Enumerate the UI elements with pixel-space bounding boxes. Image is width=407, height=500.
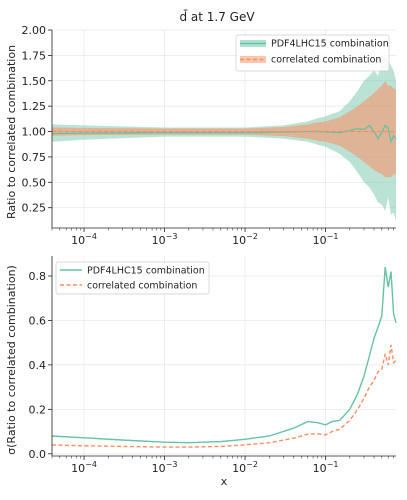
bottom-x-tick-label: 10−2	[232, 460, 258, 475]
top-x-tick-label: 10−3	[152, 232, 178, 247]
bottom-legend-frame	[55, 261, 210, 295]
bottom-y-axis-label: σ(Ratio to correlated combination)	[5, 265, 18, 455]
top-y-tick-label: 1.50	[22, 75, 47, 88]
bottom-lines	[51, 266, 397, 448]
top-y-tick-label: 1.00	[22, 126, 47, 139]
top-x-tick-label: 10−2	[232, 232, 258, 247]
top-y-tick-label: 1.25	[22, 100, 47, 113]
bottom-x-ticks: 10−4 10−3 10−2 10−1	[51, 456, 394, 475]
chart-title: d̄ at 1.7 GeV	[179, 10, 255, 24]
bottom-panel: 0.0 0.2 0.4 0.6 0.8 10−4 10−3 10−2 10−1 σ(Ratio…	[5, 256, 397, 488]
top-x-tick-label: 10−4	[71, 232, 97, 247]
bottom-x-tick-label: 10−3	[152, 460, 178, 475]
bottom-legend-label-correlated: correlated combination	[87, 281, 197, 292]
top-legend-frame	[235, 34, 390, 72]
top-lines	[51, 124, 397, 144]
bottom-x-tick-label: 10−4	[71, 460, 97, 475]
top-y-tick-label: 2.00	[22, 24, 47, 37]
bottom-y-tick-label: 0.0	[29, 448, 47, 461]
top-legend-label-pdf4lhc15: PDF4LHC15 combination	[271, 39, 389, 50]
top-y-ticks: 0.25 0.50 0.75 1.00 1.25 1.50 1.75 2.00	[22, 24, 52, 215]
bottom-y-tick-label: 0.8	[29, 270, 47, 283]
bottom-line-pdf4lhc15	[51, 266, 397, 444]
bottom-legend: PDF4LHC15 combination correlated combina…	[55, 261, 210, 295]
top-panel: 0.250.500.751.001.251.501.752.00 10−4 10−…	[5, 24, 397, 247]
top-legend: PDF4LHC15 combination correlated combina…	[235, 34, 390, 72]
top-y-tick-label: 0.75	[22, 151, 47, 164]
top-x-tick-label: 10−1	[313, 232, 339, 247]
bottom-legend-label-pdf4lhc15: PDF4LHC15 combination	[87, 266, 205, 277]
bottom-x-tick-label: 10−1	[313, 460, 339, 475]
top-central-line-pdf4lhc15	[51, 124, 397, 144]
top-y-tick-label: 1.75	[22, 49, 47, 62]
top-x-ticks: 10−4 10−3 10−2 10−1	[51, 228, 394, 247]
bottom-x-axis-label: x	[221, 475, 228, 488]
bottom-y-tick-label: 0.4	[29, 359, 47, 372]
bottom-line-correlated	[51, 344, 397, 448]
top-bands	[52, 55, 396, 221]
bottom-y-tick-label: 0.6	[29, 314, 47, 327]
top-band-correlated	[52, 80, 396, 178]
top-y-tick-label: 0.50	[22, 176, 47, 189]
top-y-axis-label: Ratio to correlated combination	[5, 45, 18, 219]
top-legend-label-correlated: correlated combination	[271, 55, 381, 66]
bottom-y-tick-label: 0.2	[29, 403, 47, 416]
top-y-tick-label: 0.25	[22, 202, 47, 215]
bottom-y-ticks: 0.0 0.2 0.4 0.6 0.8	[29, 270, 52, 461]
